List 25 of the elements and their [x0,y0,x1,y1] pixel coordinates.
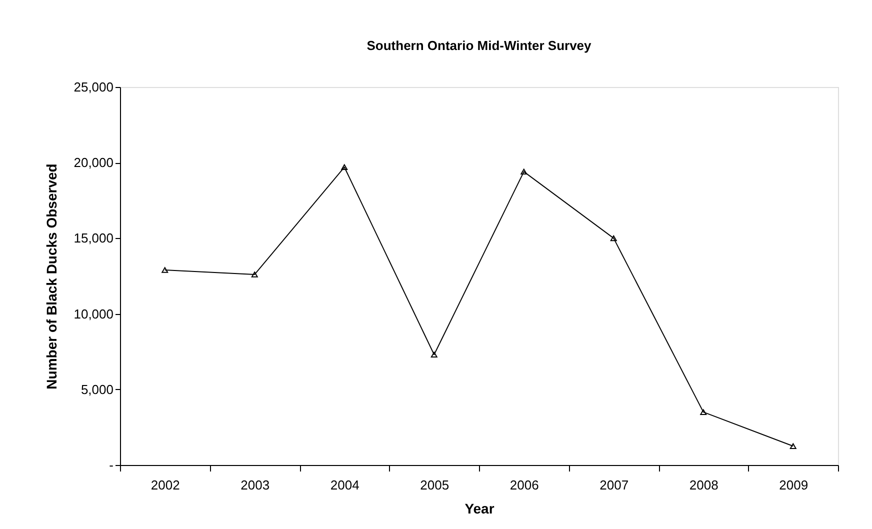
y-tick-label: 15,000 [74,230,114,246]
point [700,409,707,415]
point [341,164,348,170]
point [430,352,438,358]
point [610,235,617,242]
point [520,168,528,175]
y-tick-label: 25,000 [74,80,114,94]
x-tick-label: 2006 [510,478,539,492]
x-tick-label: 2008 [689,478,718,492]
point [162,267,168,273]
x-tick-label: 2002 [150,478,180,492]
y-tick-label: - [109,458,114,472]
y-tick-label: 10,000 [74,306,114,322]
y-tick-label: 5,000 [80,382,114,397]
x-tick-label: 2009 [779,478,808,492]
x-tick-label: 2005 [420,478,450,492]
chart-title: Southern Ontario Mid-Winter Survey [366,38,592,53]
x-tick-label: 2004 [330,478,360,492]
point [790,443,796,449]
y-tick-label: 20,000 [74,155,114,170]
x-tick-label: 2003 [240,478,270,492]
x-tick-label: 2007 [600,478,629,492]
y-axis-title: Number of Black Ducks Observed [44,164,60,390]
point [251,272,258,278]
x-axis-title: Year [464,500,495,516]
